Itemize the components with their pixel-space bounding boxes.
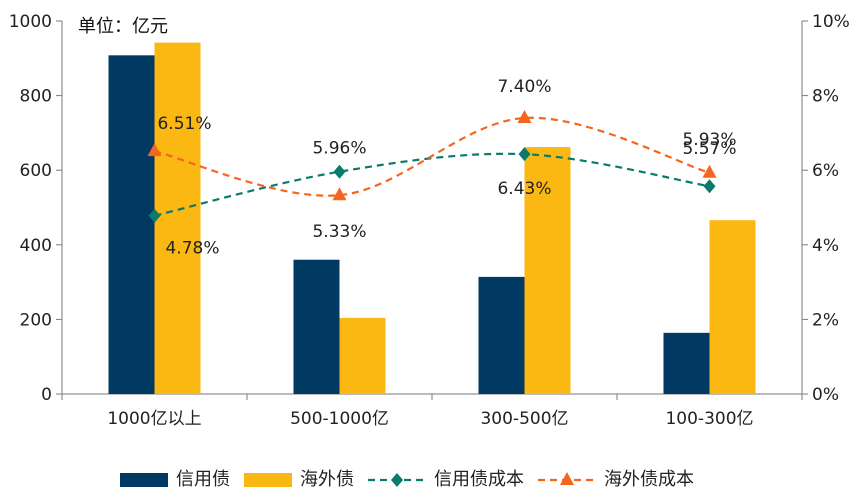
data-label: 5.57% <box>682 139 736 159</box>
y-right-tick-label: 10% <box>812 12 850 32</box>
y-left-tick-label: 0 <box>41 385 52 405</box>
x-tick-label: 500-1000亿 <box>290 409 389 429</box>
y-left-tick-label: 600 <box>20 161 52 181</box>
y-left-tick-label: 400 <box>20 236 52 256</box>
credit-cost-marker <box>148 208 161 223</box>
credit-cost-marker <box>518 147 531 162</box>
y-right-tick-label: 8% <box>812 87 839 107</box>
legend-marker <box>391 473 403 487</box>
x-tick-label: 1000亿以上 <box>107 409 201 429</box>
data-label: 7.40% <box>497 77 551 97</box>
line-series <box>147 109 717 223</box>
bar-series <box>108 42 756 394</box>
legend-label: 海外债成本 <box>604 469 694 490</box>
x-tick-label: 300-500亿 <box>480 409 568 429</box>
legend-swatch <box>120 473 168 487</box>
bar-credit-bond <box>293 259 340 394</box>
x-tick-label: 100-300亿 <box>665 409 753 429</box>
y-right-tick-label: 6% <box>812 161 839 181</box>
y-right-tick-label: 0% <box>812 385 839 405</box>
data-label: 4.78% <box>165 239 219 259</box>
overseas-cost-marker <box>147 143 162 157</box>
data-label: 6.51% <box>157 114 211 134</box>
legend-marker <box>560 472 574 485</box>
y-right-tick-label: 2% <box>812 310 839 330</box>
y-left-tick-label: 1000 <box>9 12 52 32</box>
unit-label: 单位：亿元 <box>78 16 168 37</box>
bar-credit-bond <box>663 332 710 394</box>
legend-label: 海外债 <box>300 469 354 490</box>
legend: 信用债 海外债 信用债成本 海外债成本 <box>120 469 694 490</box>
overseas-cost-marker <box>702 164 717 178</box>
axes: 0 200 400 600 800 1000 0% 2% 4% 6% 8% 10% 1000亿以上 500… <box>9 12 850 429</box>
bar-overseas-bond <box>339 317 386 394</box>
line-credit-cost <box>154 152 710 217</box>
legend-label: 信用债成本 <box>434 469 524 490</box>
credit-cost-marker <box>333 164 346 179</box>
y-left-tick-label: 200 <box>20 310 52 330</box>
bar-credit-bond <box>478 276 525 394</box>
y-right-tick-label: 4% <box>812 236 839 256</box>
y-left-tick-label: 800 <box>20 87 52 107</box>
line-overseas-cost <box>154 116 710 197</box>
overseas-cost-marker <box>332 187 347 201</box>
bar-overseas-bond <box>524 147 571 394</box>
legend-label: 信用债 <box>176 469 230 490</box>
bar-overseas-bond <box>709 220 756 394</box>
data-label: 5.33% <box>312 222 366 242</box>
data-labels: 4.78% 5.96% 6.43% 5.57% 6.51% 5.33% 7.40% 5.93% <box>157 77 736 259</box>
overseas-cost-marker <box>517 109 532 123</box>
bar-credit-bond <box>108 55 155 394</box>
bar-overseas-bond <box>154 42 201 394</box>
data-label: 5.93% <box>682 130 736 150</box>
data-label: 6.43% <box>497 179 551 199</box>
data-label: 5.96% <box>312 139 366 159</box>
credit-cost-marker <box>703 179 716 194</box>
legend-swatch <box>244 473 292 487</box>
